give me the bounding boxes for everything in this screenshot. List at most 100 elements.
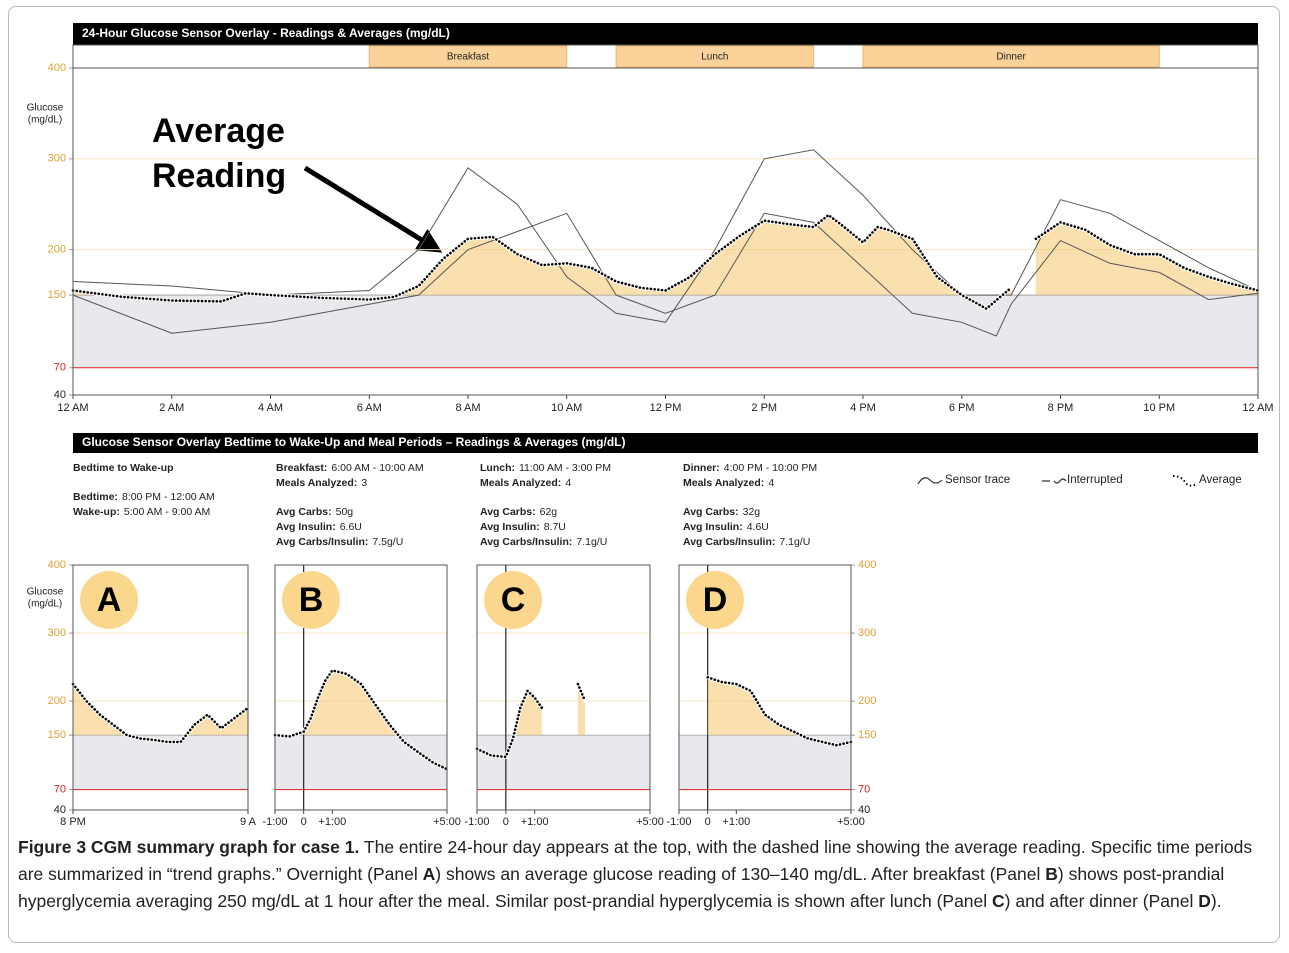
plot-frame xyxy=(72,564,249,811)
y-tick-label: 400 xyxy=(48,62,66,74)
info-line: Wake-up: 5:00 AM - 9:00 AM xyxy=(73,506,210,518)
y-axis-label: (mg/dL) xyxy=(28,599,62,610)
x-tick-label: -1:00 xyxy=(464,816,489,828)
info-value: 4 xyxy=(768,477,774,489)
info-line: Meals Analyzed: 3 xyxy=(276,477,367,489)
x-tick-label: +5:00 xyxy=(433,816,461,828)
info-line: Avg Carbs/Insulin: 7.1g/U xyxy=(480,536,607,548)
sensor-trace xyxy=(72,149,1259,323)
target-range xyxy=(477,735,650,790)
annotation: Reading xyxy=(152,157,286,195)
average-line xyxy=(475,682,587,759)
y-tick-label: 150 xyxy=(48,289,66,301)
top-title: 24-Hour Glucose Sensor Overlay - Reading… xyxy=(82,26,450,40)
info-value: 5:00 AM - 9:00 AM xyxy=(124,506,210,518)
average-line xyxy=(273,669,449,771)
info-label: Meals Analyzed: xyxy=(683,477,764,489)
caption-text: ). xyxy=(1210,891,1222,911)
x-tick-label: +5:00 xyxy=(636,816,664,828)
average-line xyxy=(71,213,1260,311)
y-tick-label: 150 xyxy=(858,729,876,741)
x-tick-label: 8 PM xyxy=(1048,402,1074,414)
target-range xyxy=(73,735,248,790)
sensor-trace xyxy=(72,212,1259,337)
info-label: Meals Analyzed: xyxy=(480,477,561,489)
info-line: Breakfast: 6:00 AM - 10:00 AM xyxy=(276,462,424,474)
average-shade xyxy=(513,690,542,736)
meal-band xyxy=(615,45,815,68)
caption-panel-ref: A xyxy=(422,864,436,884)
info-label: Dinner: xyxy=(683,462,720,474)
y-tick-label: 200 xyxy=(48,244,66,256)
average-shade xyxy=(1035,222,1258,296)
x-tick-label: 12 AM xyxy=(1242,402,1273,414)
info-value: 4.6U xyxy=(747,521,769,533)
x-tick-label: 0 xyxy=(301,816,307,828)
info-line: Meals Analyzed: 4 xyxy=(480,477,571,489)
x-tick-label: +1:00 xyxy=(318,816,346,828)
info-line: Avg Carbs/Insulin: 7.1g/U xyxy=(683,536,810,548)
info-value: 8.7U xyxy=(544,521,566,533)
info-value: 4 xyxy=(565,477,571,489)
info-value: 7.1g/U xyxy=(576,536,607,548)
info-label: Avg Carbs: xyxy=(683,506,739,518)
info-value: 50g xyxy=(336,506,354,518)
info-label: Avg Insulin: xyxy=(276,521,336,533)
average-shade xyxy=(707,677,801,736)
info-line: Avg Carbs: 50g xyxy=(276,506,353,518)
y-tick-label: 300 xyxy=(48,153,66,165)
x-tick-label: 10 PM xyxy=(1143,402,1175,414)
info-value: 8:00 PM - 12:00 AM xyxy=(122,491,215,503)
target-range xyxy=(73,295,1258,368)
x-tick-label: 4 PM xyxy=(850,402,876,414)
y-tick-label: 70 xyxy=(54,362,66,374)
info-label: Avg Carbs/Insulin: xyxy=(276,536,368,548)
caption-text: ) shows post-prandial hyperglycemia aver… xyxy=(18,864,1225,911)
x-tick-label: 10 AM xyxy=(551,402,582,414)
x-tick-label: 2 AM xyxy=(159,402,184,414)
meal-band xyxy=(862,45,1160,68)
info-line: Bedtime: 8:00 PM - 12:00 AM xyxy=(73,491,215,503)
panel-letter: C xyxy=(501,581,526,619)
info-line: Avg Carbs/Insulin: 7.5g/U xyxy=(276,536,403,548)
info-line: Dinner: 4:00 PM - 10:00 PM xyxy=(683,462,817,474)
x-tick-label: 4 AM xyxy=(258,402,283,414)
annotation: Average xyxy=(152,112,285,150)
x-tick-label: 6 PM xyxy=(949,402,975,414)
x-tick-label: 12 AM xyxy=(57,402,88,414)
y-axis-label: (mg/dL) xyxy=(28,115,62,126)
legend-icon xyxy=(917,477,943,485)
caption-panel-ref: B xyxy=(1045,864,1058,884)
caption: Figure 3 CGM summary graph for case 1. T… xyxy=(18,834,1268,915)
x-tick-label: 9 A xyxy=(240,816,257,828)
info-label: Bedtime: xyxy=(73,491,118,503)
info-value: 6.6U xyxy=(340,521,362,533)
average-line xyxy=(706,676,853,747)
x-tick-label: 12 PM xyxy=(650,402,682,414)
info-label: Lunch: xyxy=(480,462,515,474)
panel-badge xyxy=(484,571,542,629)
info-value: 62g xyxy=(540,506,558,518)
info-value: 3 xyxy=(361,477,367,489)
figure: 24-Hour Glucose Sensor Overlay - Reading… xyxy=(27,23,1274,828)
panel-badge xyxy=(686,571,744,629)
info-line: Meals Analyzed: 4 xyxy=(683,477,774,489)
y-tick-label: 300 xyxy=(858,627,876,639)
plot-frame xyxy=(678,564,852,811)
plot-frame xyxy=(476,564,651,811)
y-tick-label: 300 xyxy=(48,627,66,639)
info-line: Avg Carbs: 62g xyxy=(480,506,557,518)
info-line: Lunch: 11:00 AM - 3:00 PM xyxy=(480,462,611,474)
info-label: Avg Insulin: xyxy=(480,521,540,533)
info-line: Avg Insulin: 6.6U xyxy=(276,521,362,533)
y-tick-label: 150 xyxy=(48,729,66,741)
caption-panel-ref: C xyxy=(992,891,1005,911)
legend-icon xyxy=(1172,475,1198,487)
meal-label: Lunch xyxy=(701,52,728,63)
info-label: Meals Analyzed: xyxy=(276,477,357,489)
x-tick-label: 2 PM xyxy=(751,402,777,414)
info-value: 6:00 AM - 10:00 AM xyxy=(331,462,423,474)
caption-text: ) and after dinner (Panel xyxy=(1004,891,1199,911)
panel-badge xyxy=(282,571,340,629)
